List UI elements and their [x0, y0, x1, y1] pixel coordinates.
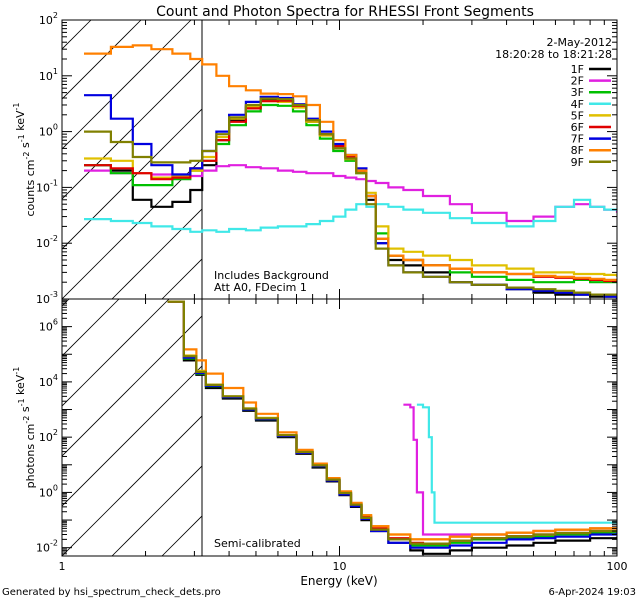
date-label: 2-May-2012 [547, 36, 612, 49]
hatch-line [412, 299, 640, 556]
y-tick-label: 10-2 [36, 234, 58, 250]
series-line-4f-top [84, 198, 617, 233]
y-tick-label: 104 [39, 373, 58, 389]
y-tick-label: 100 [39, 483, 58, 499]
x-tick-label: 100 [607, 560, 628, 573]
y-tick-label: 106 [39, 318, 58, 334]
y-tick-label: 101 [39, 67, 58, 83]
hatch-line [62, 20, 142, 100]
y-tick-label: 10-3 [36, 290, 58, 306]
top-panel-frame [61, 19, 618, 300]
photon-spectra-series [167, 300, 617, 555]
count-spectra-series [84, 44, 617, 299]
legend-label: 1F [571, 63, 584, 76]
legend-label: 2F [571, 75, 584, 88]
hatch-line [62, 299, 170, 407]
legend-label: 8F [571, 144, 584, 157]
series-line-5f-top [84, 100, 617, 277]
hatch-line [62, 365, 202, 507]
background-note: Includes Background [214, 269, 329, 282]
series-line-9f-bottom [167, 300, 617, 545]
x-axis-label: Energy (keV) [300, 574, 377, 588]
time-range-label: 18:20:28 to 18:21:28 [495, 48, 612, 61]
legend-label: 7F [571, 133, 584, 146]
series-line-4f-bottom [416, 403, 617, 524]
y-tick-label: 10-1 [36, 178, 58, 194]
attenuator-note: Att A0, FDecim 1 [214, 281, 307, 294]
series-line-6f-bottom [167, 300, 617, 545]
series-line-1f-bottom [167, 300, 617, 555]
series-line-6f-top [84, 99, 617, 283]
x-tick-label: 10 [333, 560, 347, 573]
hatch-line [412, 20, 640, 299]
generated-by-footer: Generated by hsi_spectrum_check_dets.pro [2, 587, 221, 598]
y-tick-label: 102 [39, 11, 58, 27]
legend-label: 3F [571, 86, 584, 99]
series-line-8f-bottom [167, 300, 617, 541]
figure-title: Count and Photon Spectra for RHESSI Fron… [156, 4, 534, 20]
y-axis-label-bottom: photons cm-2 s-1 keV-1 [12, 367, 37, 489]
hatch-line [62, 415, 202, 556]
hatch-line [312, 299, 569, 556]
hatch-line [212, 299, 469, 556]
series-line-8f-top [84, 44, 617, 281]
series-line-7f-top [84, 94, 617, 299]
hatch-line [62, 20, 92, 50]
hatch-line [62, 299, 120, 357]
generated-date-footer: 6-Apr-2024 19:03 [549, 587, 636, 598]
hatch-region-bottom [0, 299, 640, 556]
hatch-line [262, 299, 519, 556]
bottom-panel-frame [61, 298, 618, 557]
y-axis-label-top: counts cm-2 s-1 keV-1 [12, 103, 37, 217]
series-line-9f-top [84, 97, 617, 296]
series-line-1f-top [84, 99, 617, 299]
hatch-line [161, 515, 202, 556]
series-line-3f-top [84, 103, 617, 284]
y-tick-label: 100 [39, 123, 58, 139]
hatch-line [262, 20, 541, 299]
hatch-line [62, 315, 202, 457]
series-line-7f-bottom [167, 300, 617, 549]
x-tick-label: 1 [59, 560, 66, 573]
legend-label: 4F [571, 98, 584, 111]
y-tick-label: 102 [39, 428, 58, 444]
series-line-5f-bottom [167, 300, 617, 541]
series-line-2f-top [84, 164, 617, 223]
hatch-line [111, 208, 202, 299]
hatch-line [62, 20, 192, 150]
hatch-line [362, 299, 619, 556]
hatch-line [161, 258, 202, 299]
hatch-line [0, 299, 19, 556]
semi-calibrated-note: Semi-calibrated [214, 537, 301, 550]
y-tick-label: 10-2 [36, 539, 58, 555]
series-line-3f-bottom [167, 300, 617, 547]
legend-label: 6F [571, 121, 584, 134]
hatch-line [111, 465, 202, 556]
legend-label: 5F [571, 109, 584, 122]
legend-label: 9F [571, 156, 584, 169]
